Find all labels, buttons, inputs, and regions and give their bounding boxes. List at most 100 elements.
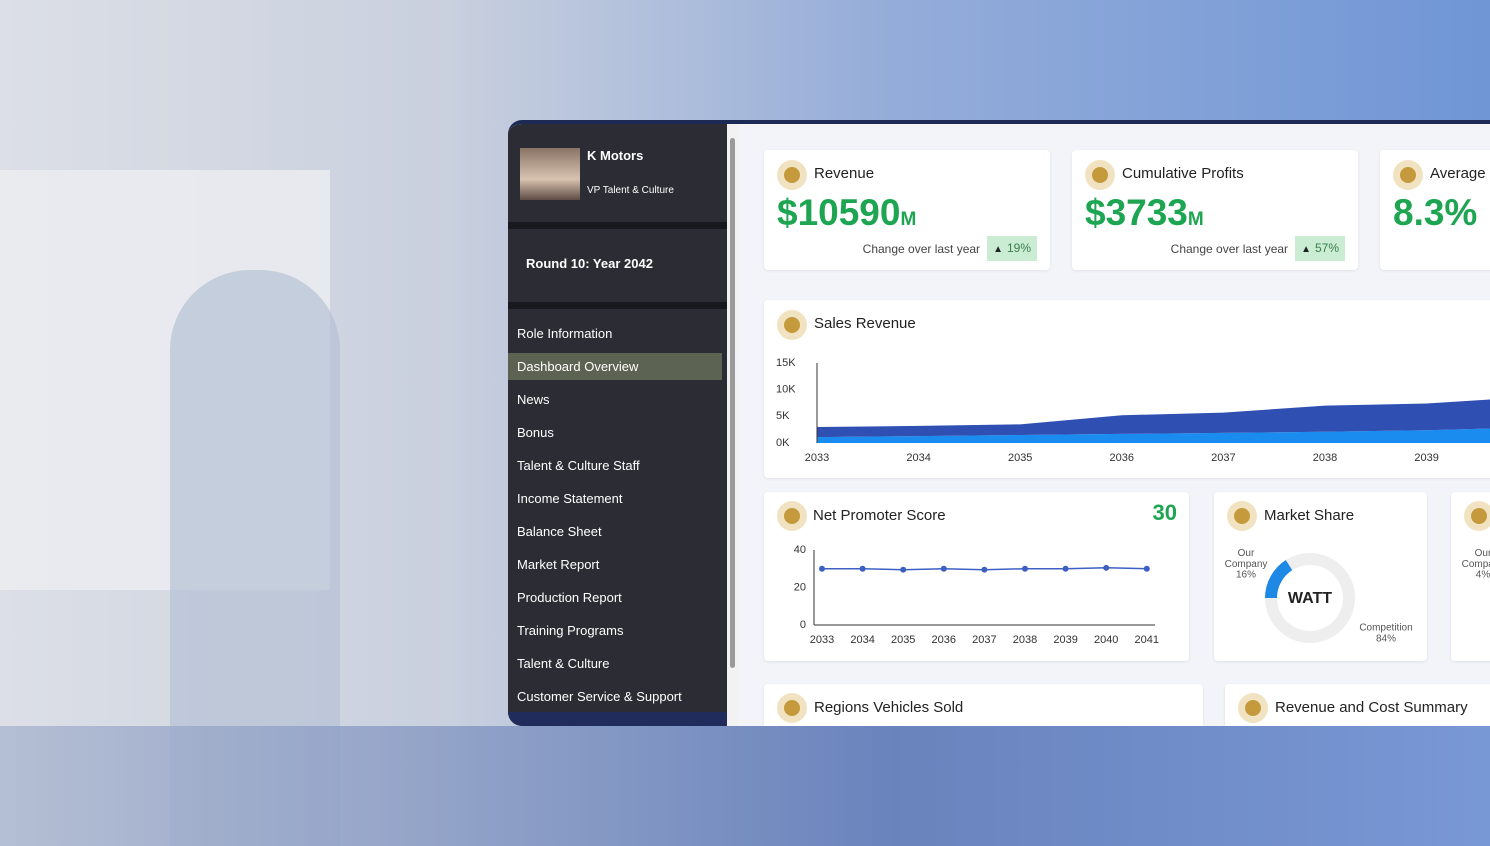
kpi-unit: M bbox=[900, 209, 917, 230]
donut-slice bbox=[1265, 553, 1355, 643]
icon bbox=[1227, 501, 1257, 531]
y-tick-label: 15K bbox=[776, 357, 796, 369]
up-arrow: ▲ bbox=[1301, 244, 1311, 255]
y-tick-label: 5K bbox=[776, 410, 790, 422]
icon bbox=[777, 501, 807, 531]
card-title: Regions Vehicles Sold bbox=[814, 699, 964, 716]
nav-item[interactable]: Market Report bbox=[517, 557, 600, 572]
slice-label: Competition bbox=[1359, 623, 1412, 634]
icon bbox=[777, 693, 807, 723]
card-title: Sales Revenue bbox=[814, 315, 916, 332]
sales-card: Sales Revenue 0K 5K 10K 15K 2033 2034 2035 2036… bbox=[764, 300, 1490, 478]
x-tick-label: 2035 bbox=[1008, 452, 1032, 464]
nav-item[interactable]: Income Statement bbox=[517, 491, 623, 506]
sidebar: K Motors VP Talent & Culture Round 10: Y… bbox=[508, 124, 727, 726]
donut-chart: OurCompany4% bbox=[1462, 548, 1490, 581]
kpi-title: Cumulative Profits bbox=[1122, 165, 1244, 182]
icon bbox=[1464, 501, 1490, 531]
scrollbar[interactable] bbox=[727, 124, 738, 726]
change-label: Change over last year bbox=[862, 241, 981, 256]
y-tick-label: 20 bbox=[794, 581, 806, 593]
change-value: 19% bbox=[1006, 241, 1031, 255]
app-window: K Motors VP Talent & Culture Round 10: Y… bbox=[508, 120, 1490, 726]
kpi-title: Average bbox=[1430, 165, 1486, 182]
x-tick-label: 2035 bbox=[891, 634, 915, 646]
y-tick-label: 0 bbox=[800, 619, 806, 631]
icon bbox=[1085, 160, 1115, 190]
kpi-value: $10590M bbox=[777, 192, 916, 234]
nav-item[interactable]: Customer Service & Support bbox=[517, 689, 682, 704]
kpi-card: Revenue $10590M Change over last year ▲ 19% bbox=[764, 150, 1050, 270]
donut-slice bbox=[1265, 560, 1293, 599]
x-tick-label: 2037 bbox=[972, 634, 996, 646]
scroll-thumb[interactable] bbox=[730, 138, 735, 668]
nav-item[interactable]: Bonus bbox=[517, 425, 554, 440]
x-tick-label: 2041 bbox=[1135, 634, 1159, 646]
x-tick-label: 2039 bbox=[1414, 452, 1438, 464]
market-card: Market Share Our Company 16% Competition 84%… bbox=[1214, 492, 1427, 661]
nav-item[interactable]: Production Report bbox=[517, 590, 622, 605]
x-tick-label: 2033 bbox=[805, 452, 829, 464]
nav-item[interactable]: Training Programs bbox=[517, 623, 624, 638]
point bbox=[1062, 565, 1069, 572]
nav-item[interactable]: Dashboard Overview bbox=[508, 353, 722, 380]
nps-card: Net Promoter Score 30 0 20 40 2033 2034 2035 2… bbox=[764, 492, 1189, 661]
change-badge: ▲ 19% bbox=[987, 236, 1037, 261]
nav-item[interactable]: Role Information bbox=[517, 326, 613, 341]
slice-value: 84% bbox=[1376, 634, 1396, 645]
nav-item[interactable]: Talent & Culture bbox=[517, 656, 610, 671]
nav-item[interactable]: News bbox=[517, 392, 550, 407]
card-title: Net Promoter Score bbox=[813, 507, 946, 524]
x-tick-label: 2034 bbox=[850, 634, 874, 646]
round: Round 10: Year 2042 bbox=[526, 256, 653, 271]
area-chart: 0K5K10K15K203320342035203620372038203920… bbox=[776, 357, 1490, 464]
nav-item[interactable]: Talent & Culture Staff bbox=[517, 458, 640, 473]
point bbox=[900, 566, 907, 573]
change-value: 57% bbox=[1314, 241, 1339, 255]
x-tick-label: 2038 bbox=[1013, 634, 1037, 646]
x-tick-label: 2039 bbox=[1053, 634, 1077, 646]
nps-score: 30 bbox=[1152, 500, 1177, 525]
kpi-value-text: 8.3% bbox=[1393, 192, 1478, 233]
x-tick-label: 2040 bbox=[1094, 634, 1118, 646]
kpi-unit: M bbox=[1187, 209, 1204, 230]
role: VP Talent & Culture bbox=[587, 185, 674, 196]
change-row: Change over last year ▲ 57% bbox=[1171, 236, 1345, 261]
icon bbox=[777, 160, 807, 190]
x-tick-label: 2038 bbox=[1313, 452, 1337, 464]
change-label: Change over last year bbox=[1170, 241, 1289, 256]
x-tick-label: 2036 bbox=[932, 634, 956, 646]
nav-item[interactable]: Balance Sheet bbox=[517, 524, 602, 539]
point bbox=[1143, 565, 1150, 572]
center-label: WATT bbox=[1288, 590, 1332, 607]
icon bbox=[1393, 160, 1423, 190]
icon bbox=[1238, 693, 1268, 723]
up-arrow: ▲ bbox=[993, 244, 1003, 255]
point bbox=[1103, 564, 1110, 571]
point bbox=[819, 565, 825, 572]
point bbox=[859, 565, 866, 572]
kpi-value: $3733M bbox=[1085, 192, 1204, 234]
slice-value: 16% bbox=[1236, 570, 1256, 581]
slice-value: 4% bbox=[1476, 570, 1490, 581]
y-tick-label: 0K bbox=[776, 437, 790, 449]
area bbox=[817, 428, 1490, 443]
card-title: Revenue and Cost Summary bbox=[1275, 699, 1468, 716]
summary-card: Revenue and Cost Summary bbox=[1225, 684, 1490, 726]
kpi-value-text: $3733 bbox=[1085, 192, 1188, 233]
x-tick-label: 2033 bbox=[810, 634, 834, 646]
point bbox=[1022, 565, 1028, 572]
avatar bbox=[520, 148, 580, 200]
area bbox=[817, 399, 1490, 438]
separator bbox=[508, 302, 727, 309]
point bbox=[940, 565, 947, 572]
regions-card: Regions Vehicles Sold bbox=[764, 684, 1203, 726]
point bbox=[981, 566, 988, 573]
footer-bar bbox=[508, 712, 727, 726]
table-area bbox=[0, 726, 1490, 846]
